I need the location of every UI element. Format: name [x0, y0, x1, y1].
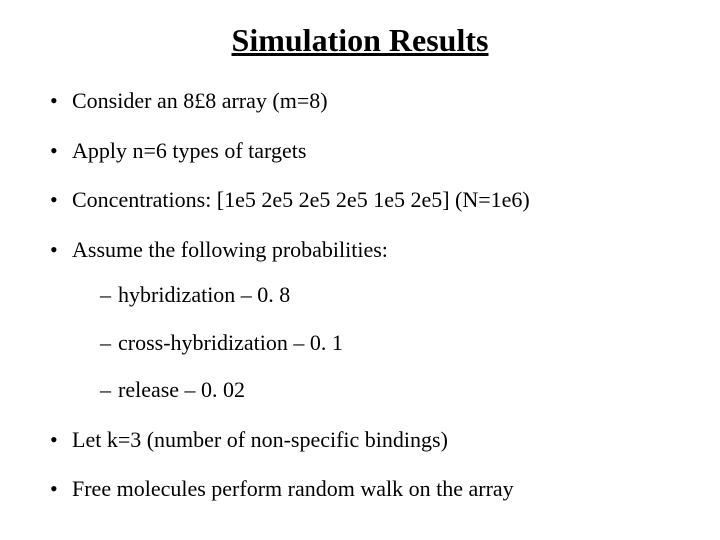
bullet-list: Consider an 8£8 array (m=8) Apply n=6 ty… — [32, 87, 688, 503]
bullet-item: Assume the following probabilities: hybr… — [50, 236, 688, 404]
bullet-text: Free molecules perform random walk on th… — [72, 476, 514, 501]
sub-bullet-item: hybridization – 0. 8 — [100, 281, 688, 309]
bullet-item: Let k=3 (number of non-specific bindings… — [50, 426, 688, 454]
bullet-item: Concentrations: [1e5 2e5 2e5 2e5 1e5 2e5… — [50, 186, 688, 214]
bullet-text: Apply n=6 types of targets — [72, 138, 306, 163]
bullet-item: Consider an 8£8 array (m=8) — [50, 87, 688, 115]
sub-bullet-text: cross-hybridization – 0. 1 — [118, 330, 343, 355]
sub-bullet-item: cross-hybridization – 0. 1 — [100, 329, 688, 357]
bullet-text: Let k=3 (number of non-specific bindings… — [72, 427, 448, 452]
bullet-text: Consider an 8£8 array (m=8) — [72, 88, 328, 113]
sub-bullet-text: release – 0. 02 — [118, 377, 245, 402]
slide: Simulation Results Consider an 8£8 array… — [0, 0, 720, 540]
sub-bullet-item: release – 0. 02 — [100, 376, 688, 404]
bullet-item: Apply n=6 types of targets — [50, 137, 688, 165]
bullet-text: Assume the following probabilities: — [72, 237, 388, 262]
sub-bullet-list: hybridization – 0. 8 cross-hybridization… — [72, 281, 688, 404]
bullet-text: Concentrations: [1e5 2e5 2e5 2e5 1e5 2e5… — [72, 187, 530, 212]
slide-title: Simulation Results — [32, 22, 688, 59]
bullet-item: Free molecules perform random walk on th… — [50, 475, 688, 503]
sub-bullet-text: hybridization – 0. 8 — [118, 282, 290, 307]
